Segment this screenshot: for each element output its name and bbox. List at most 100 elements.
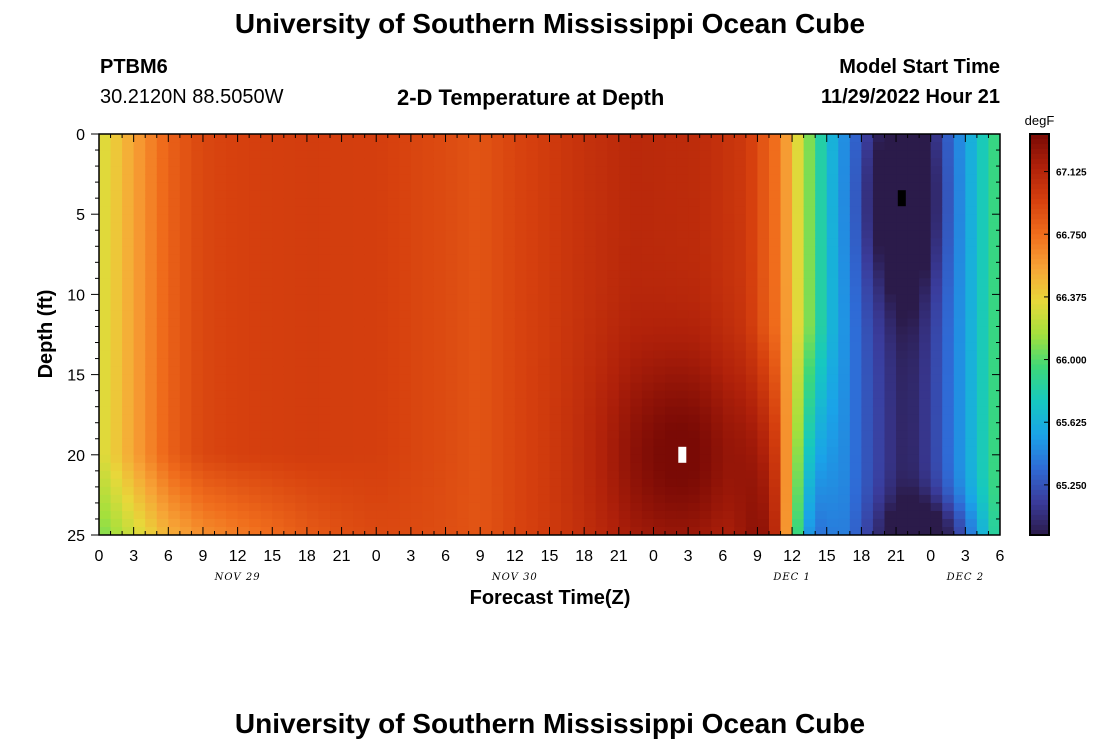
heatmap-cell	[318, 198, 331, 207]
heatmap-cell	[641, 294, 655, 304]
x-tick-label: 9	[753, 548, 762, 565]
heatmap-cell	[226, 390, 239, 400]
heatmap-cell	[503, 134, 516, 143]
heatmap-cell	[179, 486, 193, 496]
heatmap-cell	[214, 462, 227, 472]
heatmap-cell	[607, 470, 620, 480]
heatmap-cell	[872, 502, 886, 512]
heatmap-cell	[896, 262, 909, 271]
heatmap-cell	[133, 310, 146, 320]
heatmap-cell	[202, 238, 216, 247]
heatmap-cell	[353, 190, 366, 199]
heatmap-cell	[676, 350, 689, 360]
heatmap-cell	[537, 342, 551, 352]
heatmap-cell	[226, 470, 239, 480]
heatmap-cell	[988, 286, 1000, 295]
heatmap-cell	[976, 206, 990, 215]
heatmap-cell	[711, 246, 724, 255]
heatmap-cell	[896, 390, 909, 400]
heatmap-cell	[815, 406, 828, 416]
heatmap-cell	[202, 230, 216, 239]
heatmap-cell	[595, 182, 608, 191]
heatmap-cell	[861, 142, 874, 151]
heatmap-cell	[884, 310, 897, 320]
heatmap-cell	[306, 198, 320, 207]
heatmap-cell	[330, 214, 343, 223]
y-tick-label: 10	[67, 287, 85, 304]
heatmap-cell	[572, 350, 585, 360]
heatmap-cell	[318, 358, 331, 368]
heatmap-cell	[202, 414, 216, 424]
heatmap-cell	[341, 318, 354, 328]
heatmap-cell	[919, 254, 932, 263]
heatmap-cell	[433, 510, 447, 520]
heatmap-cell	[942, 238, 955, 247]
heatmap-cell	[387, 134, 400, 143]
heatmap-cell	[410, 438, 424, 448]
heatmap-cell	[872, 142, 886, 151]
heatmap-cell	[919, 150, 932, 159]
heatmap-cell	[549, 342, 562, 352]
heatmap-cell	[676, 398, 689, 408]
heatmap-cell	[249, 502, 262, 512]
heatmap-cell	[330, 422, 343, 432]
heatmap-cell	[122, 478, 135, 488]
heatmap-cell	[457, 270, 470, 279]
heatmap-cell	[757, 270, 770, 279]
heatmap-cell	[457, 398, 470, 408]
heatmap-cell	[699, 150, 712, 159]
heatmap-cell	[803, 302, 816, 312]
heatmap-cell	[792, 206, 805, 215]
heatmap-cell	[861, 526, 874, 535]
heatmap-cell	[953, 270, 966, 279]
heatmap-cell	[607, 166, 620, 175]
heatmap-cell	[202, 262, 216, 271]
heatmap-cell	[341, 366, 354, 376]
heatmap-cell	[976, 246, 990, 255]
heatmap-cell	[433, 470, 447, 480]
heatmap-cell	[260, 430, 273, 440]
heatmap-cell	[768, 334, 782, 344]
heatmap-cell	[537, 222, 551, 231]
heatmap-cell	[330, 262, 343, 271]
heatmap-cell	[907, 390, 920, 400]
heatmap-cell	[191, 454, 204, 464]
heatmap-cell	[618, 366, 631, 376]
heatmap-cell	[214, 214, 227, 223]
heatmap-cell	[561, 294, 574, 304]
heatmap-cell	[699, 438, 712, 448]
heatmap-cell	[202, 166, 216, 175]
heatmap-cell	[861, 278, 874, 287]
heatmap-cell	[249, 246, 262, 255]
heatmap-cell	[572, 470, 585, 480]
heatmap-cell	[641, 334, 655, 344]
heatmap-cell	[318, 454, 331, 464]
heatmap-cell	[491, 326, 504, 336]
heatmap-cell	[99, 166, 112, 175]
heatmap-cell	[179, 270, 193, 279]
heatmap-cell	[872, 150, 886, 159]
heatmap-cell	[491, 182, 504, 191]
heatmap-cell	[665, 158, 678, 167]
heatmap-cell	[468, 366, 481, 376]
heatmap-cell	[722, 286, 735, 295]
heatmap-cell	[942, 398, 955, 408]
heatmap-cell	[792, 518, 805, 528]
heatmap-cell	[965, 358, 978, 368]
heatmap-cell	[988, 406, 1000, 416]
heatmap-cell	[133, 358, 146, 368]
heatmap-cell	[480, 174, 493, 183]
heatmap-cell	[133, 470, 146, 480]
heatmap-cell	[965, 350, 978, 360]
heatmap-cell	[826, 270, 839, 279]
heatmap-cell	[838, 310, 851, 320]
heatmap-cell	[595, 134, 608, 143]
heatmap-cell	[792, 326, 805, 336]
heatmap-cell	[249, 310, 262, 320]
heatmap-cell	[919, 366, 932, 376]
heatmap-cell	[202, 302, 216, 312]
heatmap-cell	[607, 206, 620, 215]
heatmap-cell	[676, 494, 689, 504]
heatmap-cell	[768, 382, 782, 392]
heatmap-cell	[491, 358, 504, 368]
